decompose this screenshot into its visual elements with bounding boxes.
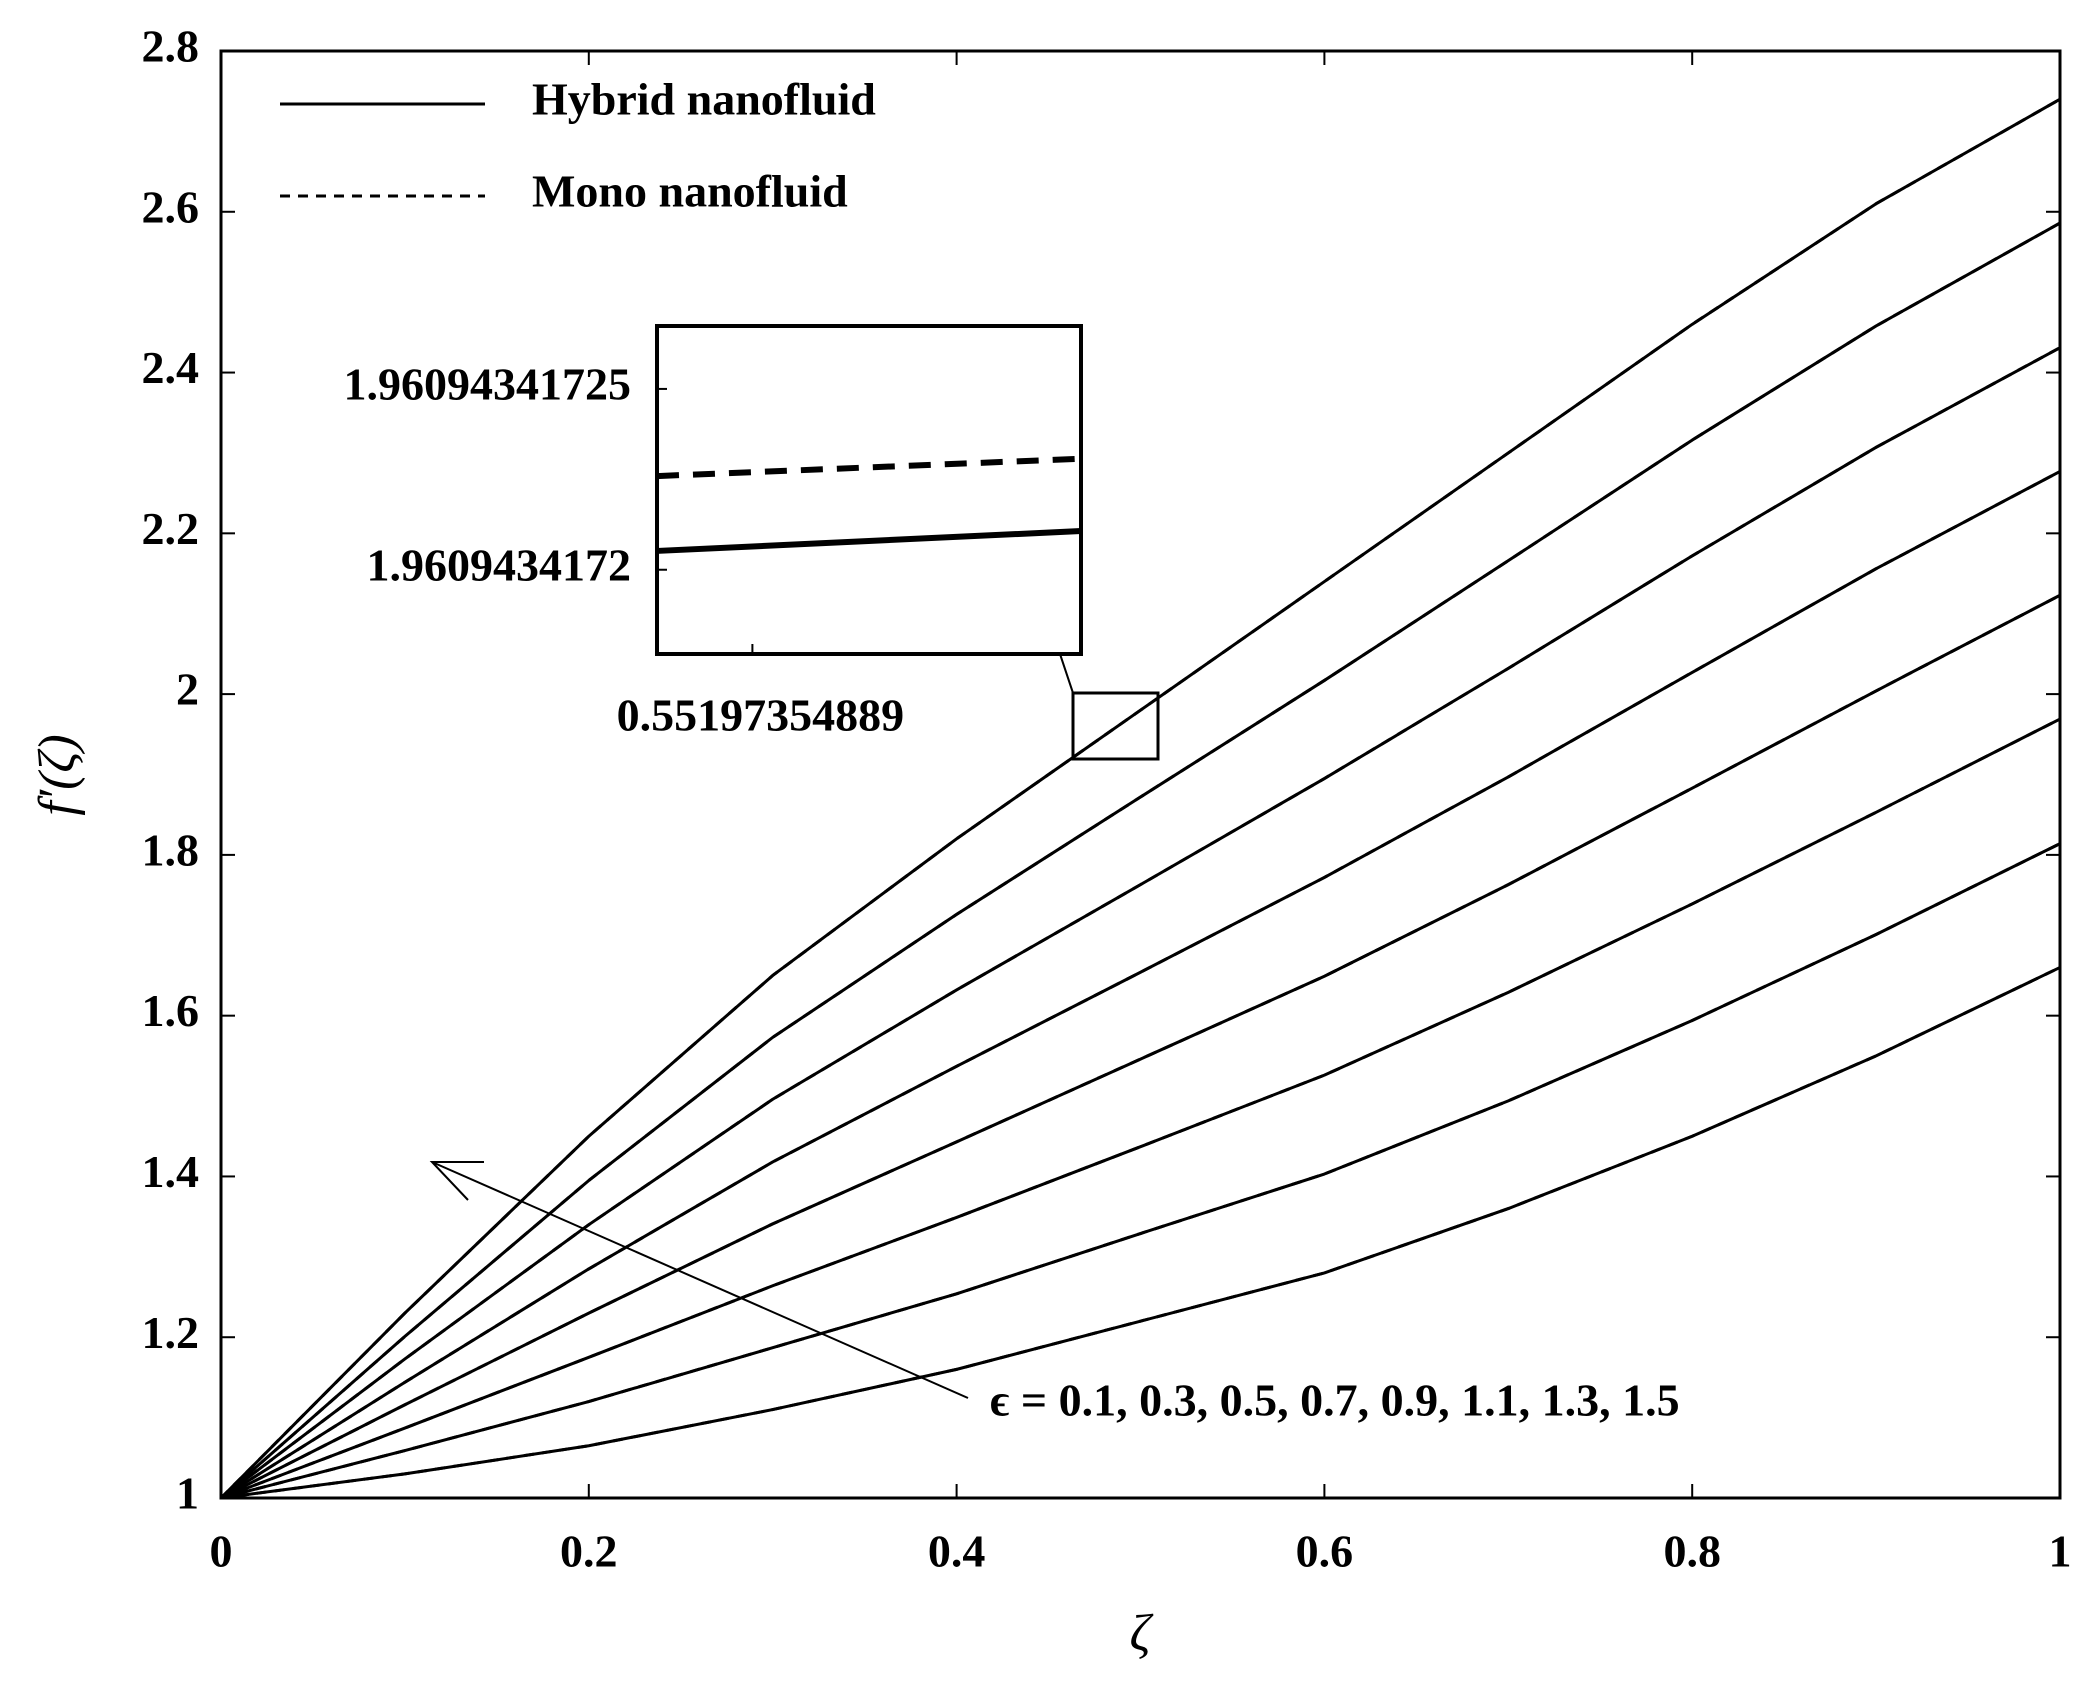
- zoom-connector: [1059, 653, 1074, 694]
- y-tick-label: 2.6: [142, 181, 200, 232]
- y-tick-label: 1.6: [142, 985, 200, 1036]
- y-axis-label: f′(ζ): [29, 734, 86, 816]
- arrow-head: [429, 1161, 484, 1201]
- curve: [219, 97, 2061, 1500]
- x-tick-label: 0.2: [560, 1526, 618, 1577]
- inset-background: [657, 326, 1081, 654]
- curve: [220, 346, 2061, 1500]
- x-axis-label: ζ: [1129, 1605, 1153, 1662]
- curve: [220, 470, 2061, 1500]
- annotation: ϵ = 0.1, 0.3, 0.5, 0.7, 0.9, 1.1, 1.3, 1…: [990, 1375, 1680, 1426]
- legend-label: Mono nanofluid: [532, 166, 848, 217]
- y-tick-label: 2.2: [142, 503, 200, 554]
- curve: [220, 593, 2061, 1500]
- x-tick-label: 0.4: [928, 1526, 986, 1577]
- y-tick-label: 1.8: [142, 824, 200, 875]
- curve: [220, 842, 2061, 1500]
- curve: [220, 717, 2061, 1500]
- zoom-box: [1071, 691, 1160, 761]
- legend-label: Hybrid nanofluid: [532, 74, 876, 125]
- y-tick-label: 1: [176, 1468, 199, 1519]
- x-tick-label: 0.8: [1663, 1526, 1721, 1577]
- curve: [220, 966, 2061, 1500]
- curve: [220, 221, 2061, 1500]
- inset-x-tick-label: 0.55197354889: [617, 690, 905, 741]
- plot-frame: [219, 49, 2062, 1500]
- x-tick-label: 1: [2049, 1526, 2072, 1577]
- y-tick-label: 2.8: [142, 21, 200, 72]
- inset-frame: [655, 324, 1083, 656]
- y-tick-label: 1.2: [142, 1307, 200, 1358]
- inset-y-tick-label: 1.96094341725: [344, 358, 632, 409]
- x-tick-label: 0: [210, 1526, 233, 1577]
- inset-y-tick-label: 1.9609434172: [367, 539, 632, 590]
- y-tick-label: 2.4: [142, 342, 200, 393]
- inset-curve: [656, 528, 1082, 554]
- y-tick-label: 2: [176, 664, 199, 715]
- y-tick-label: 1.4: [142, 1146, 200, 1197]
- x-tick-label: 0.6: [1296, 1526, 1354, 1577]
